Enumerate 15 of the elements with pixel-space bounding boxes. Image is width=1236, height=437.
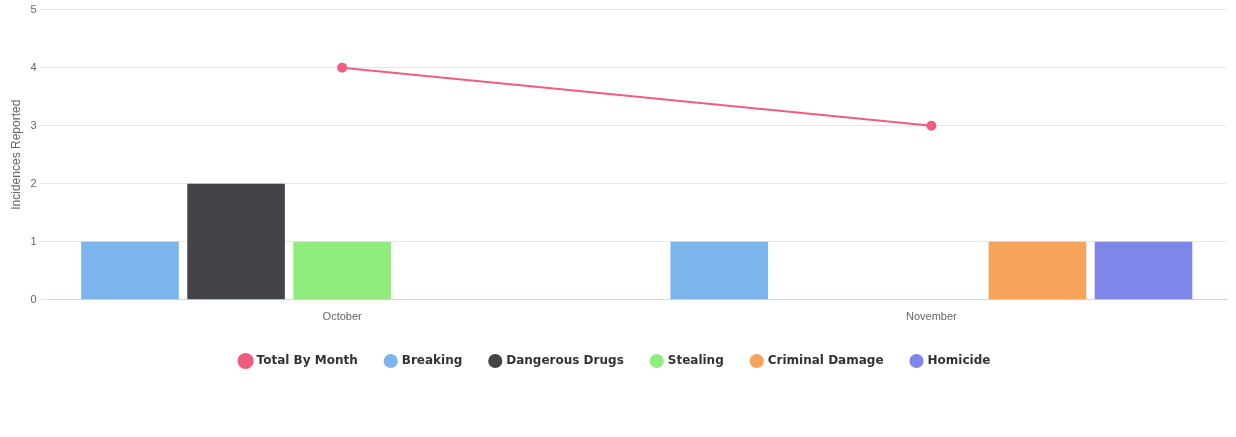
legend-label: Criminal Damage: [767, 353, 884, 368]
x-tick-label: October: [322, 310, 363, 323]
legend-label: Stealing: [667, 353, 724, 368]
y-tick-label: 5: [30, 2, 37, 15]
legend-label: Breaking: [401, 353, 463, 368]
legend-label: Total By Month: [256, 353, 358, 368]
legend-label: Dangerous Drugs: [506, 353, 624, 368]
x-tick-label: November: [906, 310, 958, 323]
y-axis-title: Incidences Reported: [8, 99, 23, 210]
y-tick-label: 3: [30, 118, 37, 131]
y-tick-label: 2: [30, 176, 37, 189]
y-tick-label: 4: [30, 60, 37, 73]
legend-label: Homicide: [927, 353, 991, 368]
y-tick-label: 1: [30, 234, 37, 247]
y-tick-label: 0: [30, 292, 37, 305]
